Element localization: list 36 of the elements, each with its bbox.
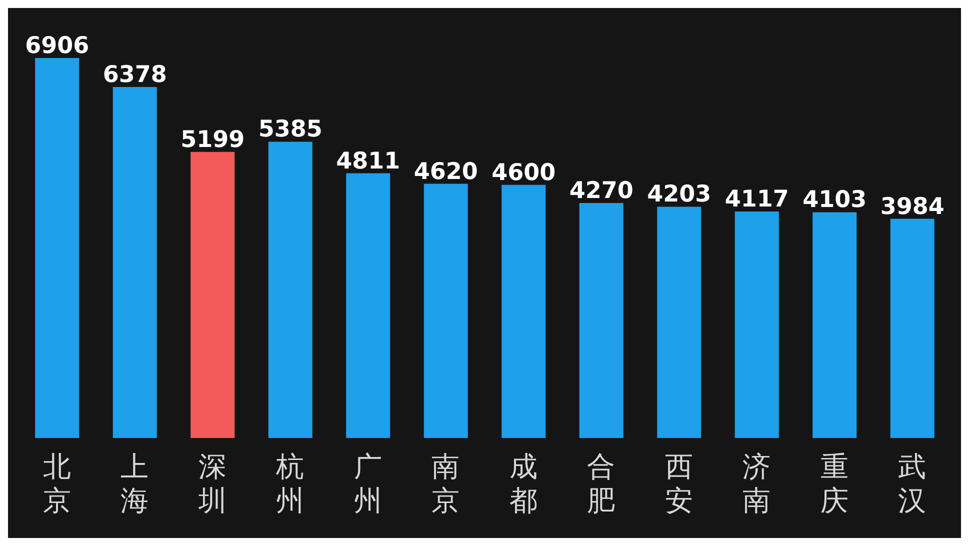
x-tick-label: 合肥 [587,450,616,517]
bar [35,58,80,438]
data-label: 4103 [802,187,867,214]
x-tick-label: 济南 [742,450,771,517]
bar [812,212,857,438]
bar [112,87,157,438]
data-label: 4117 [724,186,789,212]
bar [579,203,624,438]
data-label: 6378 [102,62,167,88]
data-label: 4811 [336,148,400,174]
bar [346,173,390,438]
data-label: 5385 [258,116,322,143]
x-tick-label: 广州 [354,450,382,517]
x-tick-label: 杭州 [275,450,304,517]
x-tick-label: 南京 [432,450,460,517]
x-tick-label: 重庆 [820,450,848,517]
data-label: 6906 [25,33,90,59]
data-label: 4600 [492,160,556,186]
x-tick-label: 西安 [664,450,693,517]
bar [268,142,312,438]
x-tick-label: 北京 [42,450,71,517]
bar [734,211,779,438]
x-tick-label: 武汉 [898,450,926,517]
bar [424,184,468,438]
bar [190,152,235,438]
x-tick-label: 上海 [120,450,149,517]
data-label: 5199 [180,126,245,153]
x-tick-label: 成都 [509,450,538,517]
data-label: 4620 [414,158,478,185]
data-label: 4203 [647,182,712,208]
bar [657,206,702,438]
bar [890,218,934,438]
bar [502,184,546,438]
data-label: 3984 [880,194,944,220]
x-tick-label: 深圳 [197,450,226,517]
data-label: 4270 [569,178,634,204]
